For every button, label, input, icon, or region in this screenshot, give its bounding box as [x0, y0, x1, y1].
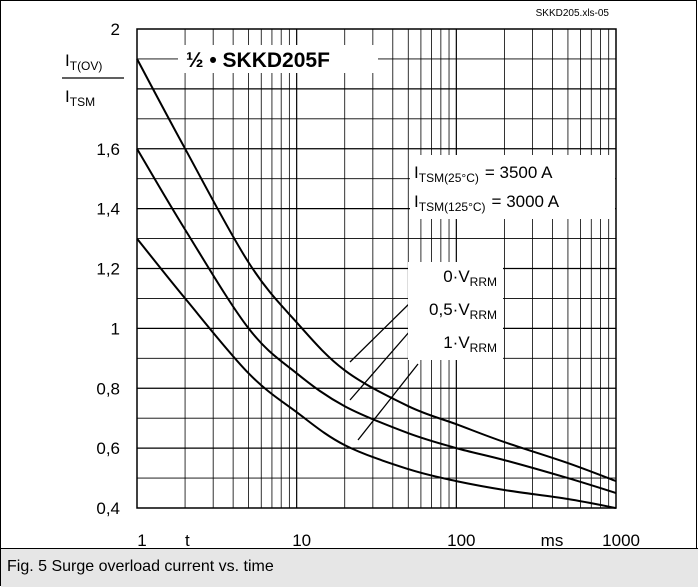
leader-line-1 — [349, 330, 411, 401]
y-tick-label: 1,2 — [96, 260, 120, 279]
surge-current-chart: SKKD205.xls-05 ½ • SKKD205F IT(OV) ITSM … — [62, 8, 640, 548]
legend-backdrop — [408, 262, 503, 360]
rating-25c: ITSM(25°C) = 3500 A — [414, 163, 553, 185]
series-line-1 — [136, 148, 617, 494]
series-label-2: 1·VRRM — [443, 333, 497, 355]
y-tick-label: 0,4 — [96, 499, 120, 518]
leader-line-2 — [357, 363, 419, 441]
y-tick-label: 2 — [111, 20, 120, 39]
curves — [136, 58, 617, 509]
plot-border — [136, 28, 617, 509]
y-label-numerator: I — [65, 51, 70, 70]
y-tick-labels: 0,4 0,6 0,8 1 1,2 1,4 1,6 2 — [96, 20, 120, 518]
series-line-2 — [136, 237, 617, 509]
x-tick-label: 100 — [447, 531, 475, 548]
y-tick-label: 0,8 — [96, 379, 120, 398]
ratings-backdrop — [410, 155, 615, 219]
title-backdrop — [178, 45, 378, 73]
y-label-numerator-sub: T(OV) — [70, 59, 103, 73]
x-tick-label: 1 — [137, 531, 146, 548]
svg-text:IT(OV): IT(OV) — [65, 51, 102, 73]
series-label-0: 0·VRRM — [443, 267, 497, 289]
series-labels: 0·VRRM 0,5·VRRM 1·VRRM — [429, 267, 497, 355]
y-tick-label: 1 — [111, 319, 120, 338]
y-axis-label: IT(OV) ITSM — [62, 51, 124, 109]
rating-annotations: ITSM(25°C) = 3500 A ITSM(125°C) = 3000 A — [414, 163, 560, 214]
series-label-1: 0,5·VRRM — [429, 300, 497, 322]
x-tick-labels: 1 10 100 1000 — [137, 531, 640, 548]
leader-lines — [349, 297, 419, 441]
x-tick-label: 10 — [292, 531, 311, 548]
x-axis-unit: ms — [541, 531, 564, 548]
caption-bar: Fig. 5 Surge overload current vs. time — [1, 548, 698, 587]
chart-title: ½ • SKKD205F — [186, 49, 330, 72]
y-tick-label: 1,4 — [96, 200, 120, 219]
x-tick-label: 1000 — [602, 531, 640, 548]
y-label-denominator-sub: TSM — [70, 95, 95, 109]
svg-text:ITSM: ITSM — [65, 87, 95, 109]
y-tick-label: 1,6 — [96, 140, 120, 159]
y-label-denominator: I — [65, 87, 70, 106]
file-label: SKKD205.xls-05 — [536, 8, 610, 19]
leader-line-0 — [349, 297, 416, 363]
series-line-0 — [136, 58, 617, 483]
y-tick-label: 0,6 — [96, 439, 120, 458]
figure-caption: Fig. 5 Surge overload current vs. time — [7, 558, 274, 575]
rating-125c: ITSM(125°C) = 3000 A — [414, 192, 560, 214]
x-axis-symbol: t — [185, 531, 190, 548]
